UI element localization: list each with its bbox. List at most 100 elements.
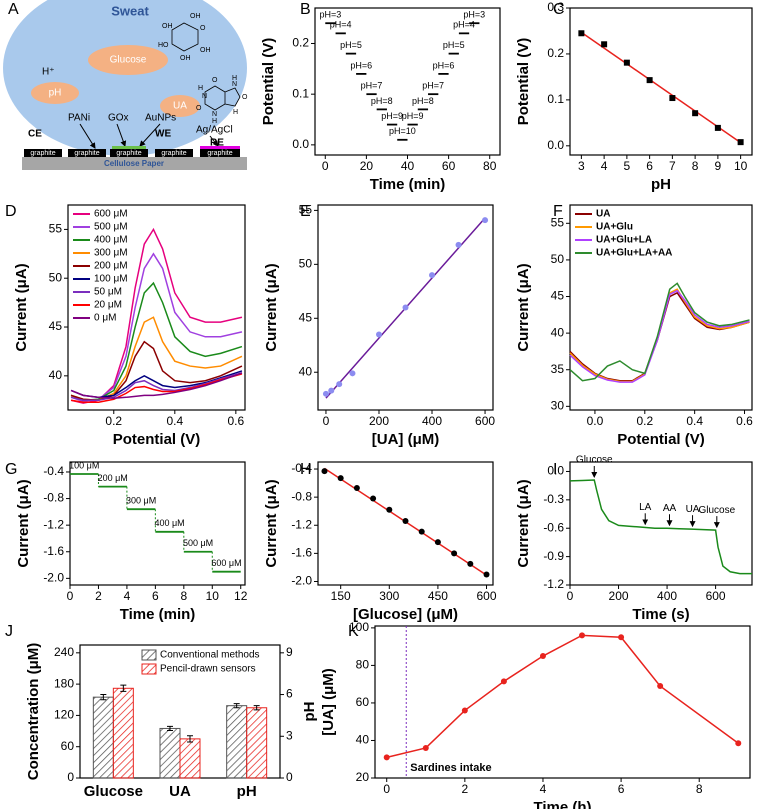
y-tick-label: -0.4 (291, 461, 312, 475)
y-tick-label: 60 (356, 695, 370, 709)
segment-label: pH=8 (371, 96, 393, 106)
y-tick-label: 45 (299, 310, 313, 324)
x-tick-label: 300 (379, 589, 399, 603)
error-bar (100, 694, 107, 701)
y2-tick-label: 3 (286, 728, 293, 742)
segment-label: 100 μM (69, 460, 99, 470)
panel: J 0 60 120 180 240 0 3 6 9 Concentration (μM) pH Glu… (5, 623, 318, 800)
x-tick-label: 4 (601, 159, 608, 173)
y2-tick-label: 6 (286, 687, 293, 701)
bar (226, 705, 248, 779)
series-line (386, 634, 739, 759)
y-tick-label: -0.3 (543, 492, 564, 506)
atom: H (233, 109, 238, 116)
y-axis-label: Current (μA) (263, 479, 280, 567)
panel: D 40 45 50 55 0.2 0.4 0.6 Potential (V) Current (… (5, 203, 246, 448)
atom: N (202, 93, 207, 100)
legend-label: 600 μM (94, 209, 128, 220)
arrow (209, 135, 219, 147)
annotation: Glucose (698, 505, 735, 516)
y-tick-label: -1.6 (43, 544, 64, 558)
x-tick-label: 0.6 (736, 414, 753, 428)
y-tick-label: 120 (54, 708, 74, 722)
strip (68, 149, 106, 157)
x-tick-label: 12 (234, 589, 248, 603)
x-axis-label: [Glucose] (μM) (353, 606, 458, 623)
y-tick-label: 0 (67, 770, 74, 784)
atom: OH (200, 47, 211, 54)
substrate: Cellulose Paper (104, 159, 164, 168)
point (429, 272, 436, 279)
y2-tick-label: 9 (286, 645, 293, 659)
x-tick-label: 0.4 (166, 414, 183, 428)
x-axis-label: Potential (V) (617, 431, 705, 448)
bar (92, 696, 114, 779)
point (402, 518, 409, 525)
strip-label: graphite (30, 150, 55, 157)
point (370, 495, 377, 502)
series-line (70, 316, 243, 401)
panel-letter: G (5, 461, 17, 478)
point (714, 124, 721, 131)
y-tick-label: -1.2 (291, 517, 312, 531)
point (579, 632, 586, 639)
x-tick-label: pH (237, 783, 257, 800)
annotation: Glucose (576, 455, 613, 466)
point (539, 653, 546, 660)
strip-label: graphite (161, 150, 186, 157)
analyte-blob (160, 95, 200, 117)
material: GOx (108, 113, 129, 124)
atom: N (212, 111, 217, 118)
y-tick-label: -0.6 (543, 520, 564, 534)
panel-letter: A (8, 1, 19, 18)
legend-label: 0 μM (94, 313, 116, 324)
point (402, 304, 409, 311)
y-axis-label: Potential (V) (260, 38, 277, 126)
y-tick-label: 0.0 (547, 138, 564, 152)
point (735, 740, 742, 747)
panel: G -0.4 -0.8 -1.2 -1.6 -2.00 2 4 6 8 10 12 Time (min)… (5, 460, 248, 623)
atom: O (200, 25, 206, 32)
x-tick-label: 40 (401, 159, 415, 173)
y-tick-label: 40 (299, 364, 313, 378)
legend-label: 300 μM (94, 248, 128, 259)
legend-swatch (141, 649, 157, 661)
x-tick-label: 0.0 (587, 414, 604, 428)
point (692, 110, 699, 117)
point (669, 95, 676, 102)
analyte-blob (31, 82, 79, 104)
point (657, 683, 664, 690)
we-layer (112, 146, 146, 149)
atom: O (242, 94, 248, 101)
x-tick-label: 600 (475, 414, 495, 428)
point (418, 528, 425, 535)
legend-label: Pencil-drawn sensors (160, 664, 256, 675)
y-tick-label: 0.1 (547, 92, 564, 106)
series-line (569, 288, 750, 383)
y-tick-label: 50 (49, 270, 63, 284)
error-bar (167, 725, 173, 732)
y-tick-label: 60 (61, 739, 75, 753)
panel-letter: E (300, 203, 311, 220)
marker-label: Sardines intake (410, 762, 491, 774)
point (500, 678, 507, 685)
x-tick-label: 450 (428, 589, 448, 603)
y-tick-label: 55 (49, 222, 63, 236)
series-line (70, 372, 243, 401)
material: AuNPs (145, 113, 176, 124)
y2-axis-label: pH (301, 702, 318, 722)
point (353, 485, 360, 492)
analyte: UA (173, 101, 187, 112)
material: PANi (68, 113, 90, 124)
y-tick-label: -0.8 (43, 491, 64, 505)
paper (22, 157, 247, 170)
panel-letter: K (348, 623, 359, 640)
segment-label: 600 μM (211, 558, 241, 568)
x-tick-label: 400 (657, 589, 677, 603)
y-tick-label: -0.4 (43, 464, 64, 478)
x-tick-label: 400 (422, 414, 442, 428)
segment-label: pH=6 (433, 60, 455, 70)
series-line (70, 372, 243, 400)
y-tick-label: -2.0 (43, 571, 64, 585)
